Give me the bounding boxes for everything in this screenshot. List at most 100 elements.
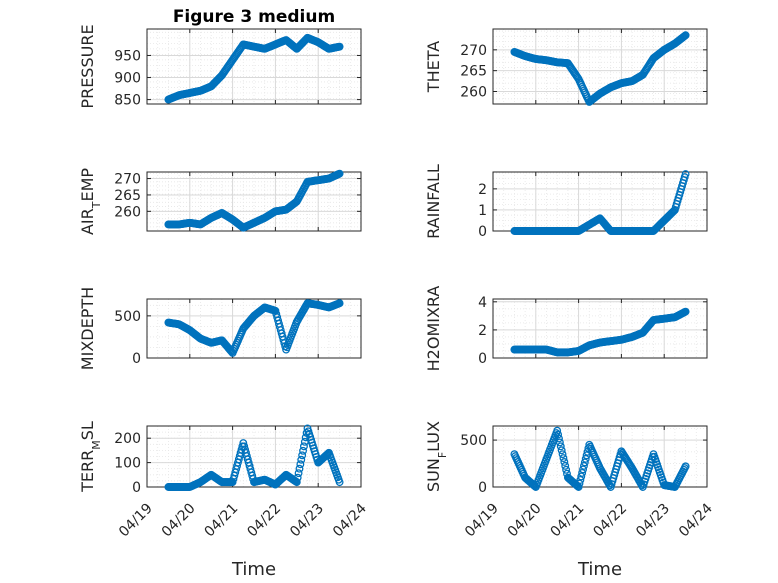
data-point (576, 476, 585, 484)
data-point (555, 434, 563, 443)
x-tick-label: 04/24 (330, 500, 370, 540)
y-tick-label: 1 (478, 203, 487, 219)
data-point (554, 430, 563, 439)
x-tick-label: 04/20 (505, 501, 545, 541)
y-tick-label: 265 (460, 64, 487, 80)
subplot-theta: 260 265 270 THETA (424, 28, 708, 106)
data-point (681, 31, 690, 40)
y-tick-label: 200 (114, 431, 141, 447)
y-tick-label: 900 (114, 71, 141, 87)
data-point (574, 483, 583, 491)
x-tick-label: 04/21 (202, 501, 242, 541)
y-tick-label: 500 (114, 309, 141, 325)
y-tick-label: 4 (478, 295, 487, 311)
y-tick-label: 0 (132, 351, 141, 367)
axes-frame (492, 425, 708, 488)
x-tick-label: 04/22 (590, 501, 630, 541)
data-point (335, 478, 344, 487)
data-point (557, 446, 566, 455)
axes-frame (146, 28, 362, 105)
data-point (296, 460, 305, 469)
y-tick-label: 270 (460, 43, 487, 59)
y-tick-label: 950 (114, 48, 141, 64)
figure-title: Figure 3 medium (173, 7, 335, 27)
subplot-mixdepth: 0 500 MIXDEPTH (78, 287, 362, 370)
y-axis-label: TERRMSL (78, 421, 103, 493)
x-tick-label: 04/22 (244, 501, 284, 541)
data-point (577, 472, 586, 481)
y-tick-label: 260 (460, 85, 487, 101)
data-point (581, 454, 590, 463)
x-axis-label: Time (231, 559, 276, 580)
y-axis-label: RAINFALL (424, 164, 443, 239)
y-axis-label: SUNFLUX (424, 421, 449, 492)
y-tick-label: 260 (114, 204, 141, 220)
data-point (293, 473, 302, 482)
y-tick-label: 270 (114, 172, 141, 188)
y-tick-label: 0 (478, 351, 487, 367)
x-tick-label: 04/19 (462, 501, 502, 541)
y-tick-label: 0 (478, 480, 487, 496)
y-axis-label: H2OMIXRA (424, 286, 443, 372)
data-point (292, 478, 301, 487)
y-tick-label: 2 (478, 182, 487, 198)
x-tick-label: 04/23 (633, 501, 673, 541)
subplot-rainfall: 0 1 2 RAINFALL (424, 164, 708, 240)
axes-frame (146, 425, 362, 488)
x-tick-label: 04/20 (159, 501, 199, 541)
y-tick-label: 265 (114, 188, 141, 204)
data-point (558, 450, 567, 459)
y-tick-label: 2 (478, 323, 487, 339)
axes-frame (492, 28, 708, 105)
data-point (681, 462, 690, 471)
x-axis-label: Time (577, 559, 622, 580)
axes-frame (492, 171, 708, 232)
y-axis-label: PRESSURE (78, 24, 97, 108)
subplot-pressure: 850 900 950 PRESSURE Figure 3 medium (78, 7, 362, 109)
data-point (681, 170, 690, 179)
y-axis-label: AIRTEMP (78, 168, 103, 235)
y-tick-label: 850 (114, 93, 141, 109)
data-point (575, 479, 584, 488)
data-point (580, 458, 589, 467)
data-point (335, 42, 344, 51)
data-point (561, 461, 570, 470)
data-point (562, 465, 571, 474)
axes-frame (146, 298, 362, 359)
subplot-terr-msl: 0 100 200 TERRMSL 04/19 04/20 04/21 04/22 04/23 0… (78, 421, 370, 580)
data-point (294, 469, 303, 478)
data-point (298, 451, 307, 460)
data-point (297, 455, 306, 464)
x-tick-label: 04/24 (676, 500, 716, 540)
subplot-sun-flux: 0 500 SUNFLUX 04/19 04/20 04/21 04/22 04/23 04/2… (424, 421, 716, 580)
y-axis-label: THETA (424, 41, 443, 93)
data-point (670, 206, 678, 215)
axes-frame (146, 171, 362, 232)
data-point (299, 446, 307, 455)
y-tick-label: 0 (478, 224, 487, 240)
axes-frame (492, 298, 708, 359)
y-tick-label: 100 (114, 456, 141, 472)
data-point (556, 442, 565, 451)
y-tick-label: 0 (132, 480, 141, 496)
data-point (555, 438, 564, 447)
data-point (299, 442, 308, 451)
data-point (681, 307, 690, 316)
data-point (559, 454, 568, 463)
y-axis-label: MIXDEPTH (78, 287, 97, 370)
data-point (579, 465, 588, 474)
data-point (295, 464, 304, 473)
data-point (335, 169, 344, 178)
data-point (553, 426, 562, 435)
data-point (578, 468, 587, 477)
data-point (335, 299, 344, 308)
data-point (560, 458, 569, 466)
data-point (580, 461, 588, 470)
subplot-h2omixra: 0 2 4 H2OMIXRA (424, 286, 708, 372)
x-tick-label: 04/21 (548, 501, 588, 541)
y-tick-label: 500 (460, 433, 487, 449)
x-tick-label: 04/23 (287, 501, 327, 541)
x-tick-label: 04/19 (116, 501, 156, 541)
